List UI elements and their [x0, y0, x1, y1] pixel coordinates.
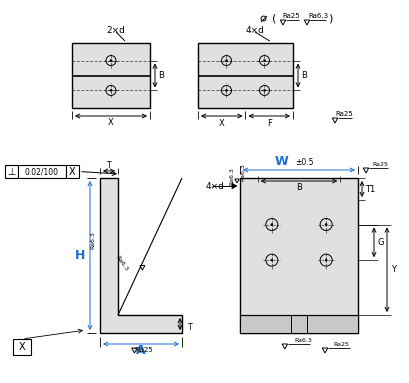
- Text: Ra25: Ra25: [371, 162, 387, 167]
- Text: B: B: [300, 71, 306, 80]
- Text: H: H: [74, 249, 85, 262]
- Text: 4×d: 4×d: [205, 182, 224, 190]
- Text: X: X: [218, 118, 224, 128]
- Circle shape: [271, 260, 272, 261]
- Text: (: (: [271, 13, 276, 23]
- Text: Ra25: Ra25: [332, 342, 348, 347]
- Text: Ra6.3: Ra6.3: [115, 254, 129, 272]
- Text: X: X: [108, 118, 114, 126]
- Circle shape: [263, 60, 265, 61]
- Text: Ra25: Ra25: [335, 111, 352, 117]
- Polygon shape: [100, 178, 182, 333]
- Bar: [66, 165, 79, 178]
- Text: Ra25: Ra25: [135, 347, 153, 353]
- Text: ±0.5: ±0.5: [295, 157, 313, 167]
- Bar: [239, 315, 357, 333]
- Text: X: X: [19, 342, 25, 352]
- Text: Ra6.3: Ra6.3: [229, 167, 234, 185]
- Text: 4×d: 4×d: [245, 26, 264, 34]
- Text: Ra6.3: Ra6.3: [240, 163, 245, 181]
- Text: A: A: [136, 344, 146, 357]
- Text: X: X: [69, 167, 76, 177]
- Bar: [18, 165, 66, 178]
- Bar: [5, 165, 18, 178]
- Text: F: F: [266, 118, 271, 128]
- Circle shape: [110, 90, 111, 91]
- Circle shape: [325, 260, 326, 261]
- Text: 0.02/100: 0.02/100: [25, 167, 59, 176]
- Circle shape: [110, 60, 111, 61]
- Text: G: G: [377, 238, 383, 247]
- Text: Ra6.3: Ra6.3: [293, 339, 311, 344]
- Bar: [72, 43, 150, 108]
- Circle shape: [225, 60, 227, 61]
- Bar: [239, 178, 357, 333]
- Text: Ra6.3: Ra6.3: [90, 231, 95, 249]
- Circle shape: [271, 224, 272, 225]
- Text: T1: T1: [364, 185, 374, 193]
- Text: Ra6.3: Ra6.3: [307, 13, 327, 19]
- Text: B: B: [295, 183, 301, 192]
- Text: B: B: [158, 71, 164, 80]
- Circle shape: [225, 90, 227, 91]
- Text: Y: Y: [391, 265, 396, 274]
- Circle shape: [325, 224, 326, 225]
- Text: W: W: [274, 154, 288, 167]
- Text: T: T: [106, 160, 111, 170]
- Text: Ra25: Ra25: [281, 13, 299, 19]
- Polygon shape: [231, 183, 236, 189]
- Text: 2×d: 2×d: [106, 26, 125, 34]
- Bar: [13, 339, 31, 355]
- Circle shape: [263, 90, 265, 91]
- Text: T: T: [187, 322, 192, 332]
- Text: ): ): [327, 13, 331, 23]
- Bar: [198, 43, 292, 108]
- Text: ⊥: ⊥: [7, 167, 16, 177]
